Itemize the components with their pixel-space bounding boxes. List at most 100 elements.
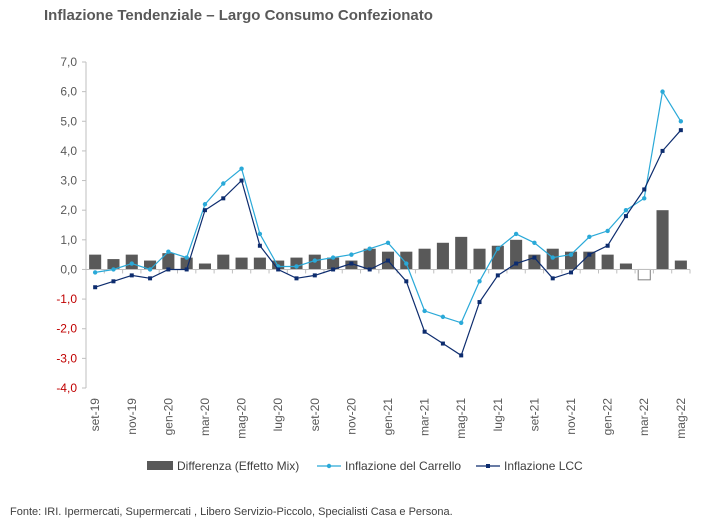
bar [455, 236, 468, 270]
y-tick-label: 7,0 [60, 55, 77, 69]
point-lcc [312, 273, 317, 278]
series-line-carrello [95, 89, 682, 324]
y-tick-label: 3,0 [60, 174, 77, 188]
x-tick-label: nov-20 [344, 398, 358, 435]
point-lcc [294, 276, 299, 281]
point-carrello [678, 119, 684, 124]
point-lcc [166, 267, 171, 272]
y-tick-label: 5,0 [60, 114, 77, 128]
point-carrello [550, 255, 555, 260]
point-carrello [642, 196, 647, 201]
point-carrello [111, 267, 116, 272]
bar [162, 253, 175, 270]
x-axis: set-19 nov-19 gen-20 mar-20 mag-20 lug-20 set-… [85, 268, 691, 439]
point-lcc [404, 279, 409, 284]
point-lcc [623, 214, 628, 219]
y-tick-label: 0,0 [60, 262, 77, 276]
bar [235, 257, 248, 270]
point-carrello [92, 270, 98, 275]
x-tick-label: gen-21 [381, 398, 395, 436]
x-tick-label: mar-21 [418, 398, 432, 436]
bar [473, 248, 486, 270]
point-carrello [239, 166, 244, 171]
bar [253, 257, 266, 270]
point-carrello [623, 207, 629, 213]
y-tick-label: -3,0 [56, 351, 77, 365]
x-tick-label: set-19 [88, 398, 102, 432]
bar [290, 257, 303, 270]
y-tick-label: -1,0 [56, 292, 77, 306]
point-lcc [440, 341, 445, 346]
point-lcc [514, 261, 519, 266]
point-carrello [440, 314, 446, 320]
legend-label-differenza: Differenza (Effetto Mix) [177, 459, 299, 473]
point-lcc [221, 196, 226, 201]
point-lcc [532, 255, 537, 260]
point-lcc [239, 178, 244, 183]
point-carrello [404, 261, 409, 266]
point-carrello [513, 231, 519, 237]
legend-label-carrello: Inflazione del Carrello [345, 459, 461, 473]
point-carrello [587, 234, 592, 240]
point-lcc [93, 285, 98, 290]
point-lcc [331, 267, 336, 272]
point-carrello [202, 202, 208, 207]
point-lcc [605, 243, 610, 248]
point-lcc [202, 208, 207, 213]
bar [327, 257, 340, 270]
x-tick-label: gen-22 [601, 398, 615, 436]
x-tick-label: set-20 [308, 398, 322, 432]
point-lcc [257, 243, 262, 248]
point-lcc [148, 276, 153, 281]
point-lcc [550, 276, 555, 281]
bar [491, 245, 504, 270]
point-lcc [678, 128, 683, 133]
line-bar-chart: 7,0 6,0 5,0 4,0 3,0 2,0 1,0 0,0 -1,0 -2,0 -3,0 -4,0… [56, 55, 691, 473]
bar [217, 254, 230, 270]
legend-marker-carrello [326, 463, 332, 469]
point-lcc [276, 267, 281, 272]
bar [619, 263, 632, 270]
bar [418, 248, 431, 270]
x-tick-label: mar-20 [198, 398, 212, 436]
bar [674, 260, 687, 270]
y-tick-label: 6,0 [60, 85, 77, 99]
point-carrello [459, 320, 464, 325]
point-lcc [184, 267, 189, 272]
y-tick-label: 1,0 [60, 233, 77, 247]
bar [144, 260, 157, 270]
point-carrello [129, 261, 134, 266]
x-tick-label: nov-19 [125, 398, 139, 435]
point-carrello [349, 252, 354, 257]
point-carrello [166, 249, 171, 254]
chart-legend: Differenza (Effetto Mix) Inflazione del C… [147, 459, 583, 473]
point-carrello [422, 308, 427, 314]
bar [564, 251, 578, 270]
point-lcc [642, 187, 647, 192]
point-lcc [569, 270, 574, 275]
point-carrello [221, 181, 226, 186]
y-tick-label: -2,0 [56, 322, 77, 336]
point-carrello [605, 228, 610, 234]
bar [89, 254, 102, 270]
point-carrello [147, 267, 153, 272]
point-lcc [386, 258, 390, 263]
source-note: Fonte: IRI. Ipermercati, Supermercati , … [10, 506, 453, 518]
point-lcc [367, 267, 372, 272]
point-carrello [330, 255, 336, 260]
x-tick-label: mag-20 [235, 398, 249, 439]
legend-swatch-differenza [147, 461, 173, 470]
point-carrello [294, 264, 299, 269]
bar [637, 268, 651, 281]
point-carrello [385, 240, 391, 245]
x-tick-label: mar-22 [637, 398, 651, 436]
point-lcc [422, 329, 427, 334]
point-carrello [660, 89, 665, 94]
x-tick-label: lug-20 [271, 398, 285, 432]
x-tick-label: mag-22 [674, 398, 688, 439]
point-lcc [129, 273, 134, 278]
y-tick-label: -4,0 [56, 381, 77, 395]
point-lcc [459, 353, 464, 358]
point-lcc [587, 252, 592, 257]
point-lcc [495, 273, 500, 278]
